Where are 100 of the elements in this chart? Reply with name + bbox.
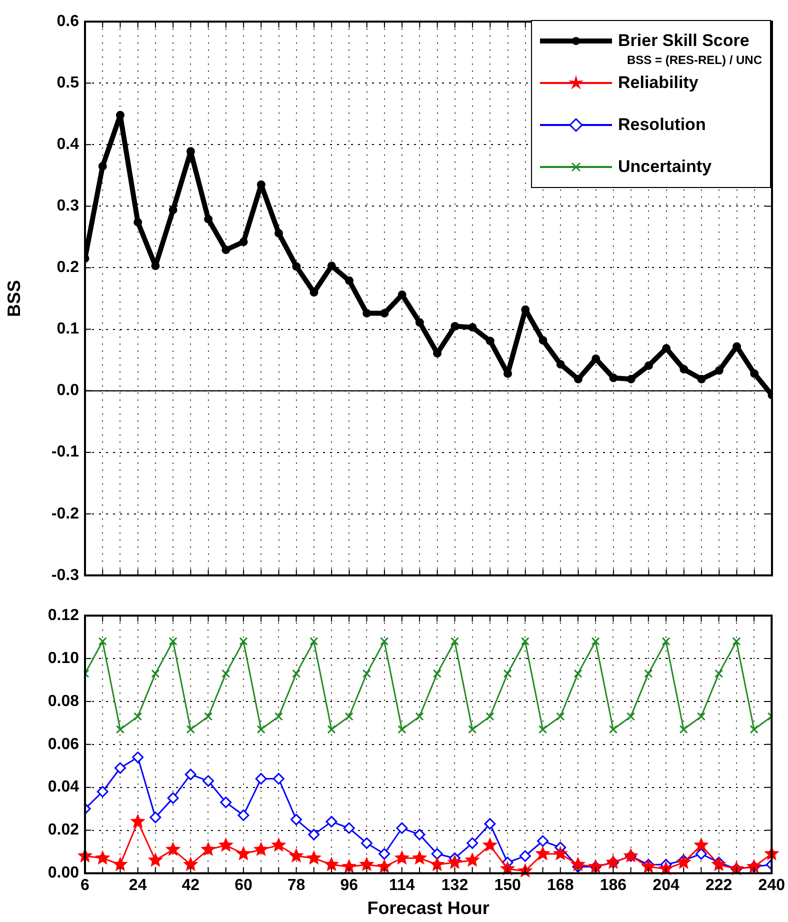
x-tick-label: 186 (600, 877, 627, 894)
point (256, 725, 266, 734)
point (134, 712, 142, 721)
y-tick-label: 0.12 (48, 607, 80, 624)
y-tick-label: 0.4 (56, 136, 80, 154)
point (468, 323, 477, 332)
point (255, 772, 267, 784)
y-tick-label: 0.3 (56, 198, 80, 215)
point (556, 712, 565, 721)
x-tick-label: 6 (80, 877, 90, 894)
point (556, 360, 565, 369)
point (165, 842, 181, 856)
point (662, 637, 670, 646)
point (644, 361, 653, 370)
point (695, 848, 707, 860)
point (202, 775, 214, 787)
point (116, 110, 124, 120)
point (415, 318, 424, 327)
x-tick-label: 96 (340, 877, 358, 894)
point (362, 669, 371, 678)
point (430, 856, 445, 872)
y-tick-label: -0.2 (51, 505, 80, 522)
point (132, 752, 144, 764)
point (380, 309, 389, 318)
point (218, 837, 234, 852)
y-tick-label: -0.3 (51, 566, 80, 584)
point (151, 669, 160, 678)
point (308, 828, 320, 840)
point (431, 848, 443, 860)
x-tick-label: 204 (652, 877, 680, 894)
point (274, 712, 283, 721)
point (626, 374, 636, 384)
point (750, 369, 759, 378)
point (626, 712, 636, 721)
point (570, 856, 586, 872)
point (679, 725, 688, 734)
point (200, 842, 216, 856)
y-tick-label: 0.5 (56, 74, 80, 92)
point (116, 725, 124, 734)
point (609, 374, 618, 382)
point (220, 796, 232, 808)
point (574, 669, 582, 678)
point (168, 637, 178, 646)
y-tick-label: 0.6 (56, 13, 80, 30)
point (292, 669, 301, 678)
point (271, 837, 286, 852)
point (306, 850, 322, 865)
point (98, 637, 107, 646)
point (344, 276, 354, 285)
point (680, 365, 688, 374)
point (535, 846, 550, 860)
y-tick-label: 0.04 (48, 778, 80, 796)
point (415, 712, 424, 721)
point (310, 637, 318, 646)
point (168, 206, 178, 214)
point (184, 768, 196, 780)
y-tick-label: 0.2 (56, 259, 80, 276)
point (253, 842, 269, 856)
point (538, 725, 548, 734)
point (222, 669, 230, 678)
legend-label: Brier Skill Score (618, 31, 750, 51)
point (714, 669, 724, 678)
point (290, 814, 302, 826)
point (186, 725, 195, 734)
point (537, 835, 549, 847)
point (414, 828, 426, 840)
x-tick-label: 42 (182, 877, 200, 894)
annotation: BSS = (RES-REL) / UNC (626, 52, 762, 67)
point (96, 786, 108, 798)
point (167, 792, 179, 804)
x-tick-label: 240 (758, 877, 786, 894)
point (447, 854, 462, 869)
point (608, 725, 618, 734)
point (378, 848, 390, 860)
point (640, 858, 656, 874)
point (274, 229, 284, 238)
point (324, 856, 340, 872)
point (711, 856, 726, 872)
point (288, 848, 304, 862)
x-tick-label: 222 (705, 877, 732, 894)
y-tick-label: 0.00 (48, 864, 80, 882)
point (376, 858, 392, 874)
point (696, 712, 706, 721)
point (130, 814, 146, 828)
x-tick-label: 24 (128, 877, 147, 894)
point (98, 162, 107, 170)
point (732, 637, 741, 646)
y-tick-label: 0.10 (48, 650, 80, 667)
point (432, 669, 442, 678)
y-tick-label: 0.08 (48, 692, 80, 710)
point (343, 822, 355, 834)
point (150, 812, 162, 824)
point (519, 850, 531, 862)
point (396, 822, 408, 834)
point (484, 818, 496, 830)
point (466, 837, 478, 849)
x-tick-label: 150 (494, 877, 521, 894)
point (239, 637, 248, 646)
point (694, 837, 709, 852)
point (360, 837, 372, 849)
